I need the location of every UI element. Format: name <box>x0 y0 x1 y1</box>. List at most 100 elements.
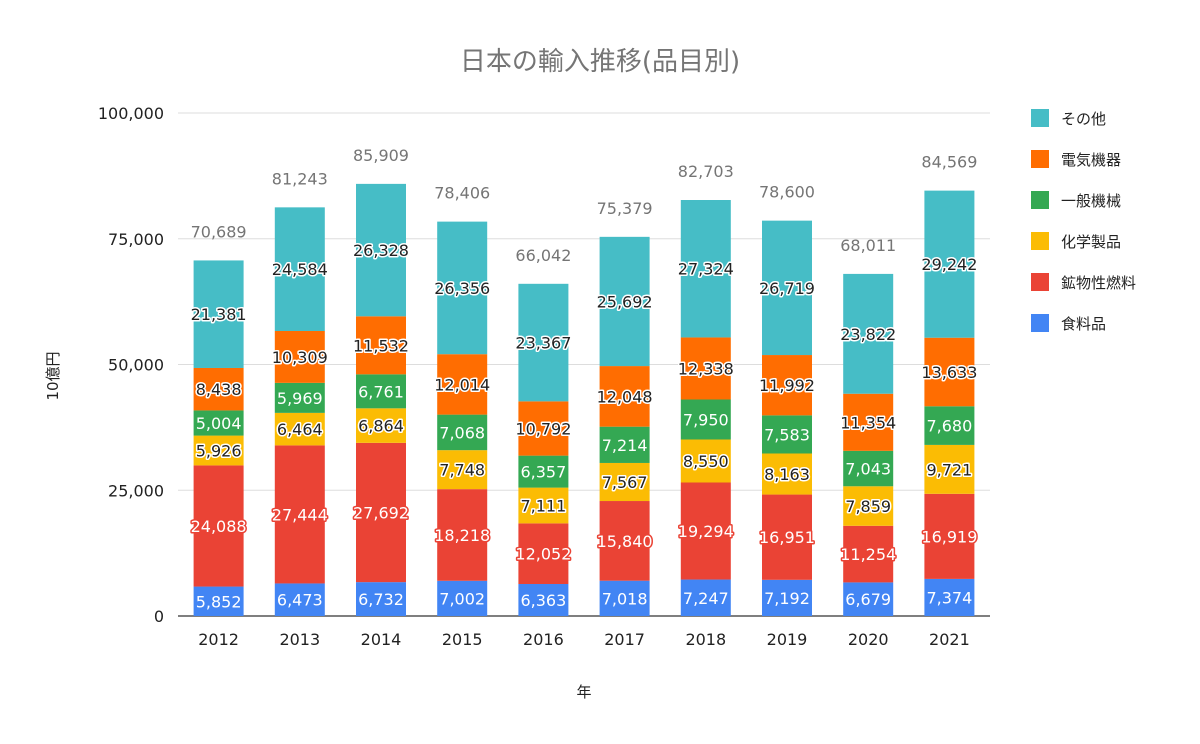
data-label: 6,679 <box>845 590 891 609</box>
data-label: 24,584 <box>272 260 328 279</box>
data-label: 7,247 <box>683 589 729 608</box>
bar-segment <box>274 412 325 446</box>
bar-segment <box>356 374 406 409</box>
bar-stack-2014: 6,732 27,692 6,864 6,761 11,532 26,328 <box>352 183 410 616</box>
data-label: 6,357 <box>520 463 566 482</box>
bar-segment <box>599 462 650 502</box>
bar-segment <box>518 455 569 488</box>
bar-segment <box>437 450 488 490</box>
bar-stack-2017: 7,018 15,840 7,567 7,214 12,048 25,692 <box>595 236 654 616</box>
bar-segment <box>762 494 812 580</box>
total-label: 70,689 <box>191 222 247 241</box>
x-tick-label: 2012 <box>198 630 239 649</box>
data-label: 6,761 <box>358 382 404 401</box>
bar-segment <box>843 393 894 451</box>
bar-segment <box>437 414 488 451</box>
bar-segment <box>680 337 731 400</box>
bar-segment <box>599 501 650 581</box>
legend-item: 一般機械 <box>1031 191 1121 210</box>
bar-segment <box>924 337 975 407</box>
bar-segment <box>599 236 650 367</box>
data-label: 23,367 <box>515 334 571 353</box>
data-label: 7,374 <box>926 588 972 607</box>
bar-segment <box>356 408 406 443</box>
bar-segment <box>518 401 569 456</box>
legend-swatch <box>1031 232 1049 250</box>
bar-segment <box>193 260 244 368</box>
legend-item: 化学製品 <box>1031 232 1121 251</box>
x-tick-label: 2016 <box>523 630 564 649</box>
data-label: 25,692 <box>597 292 653 311</box>
data-label: 12,048 <box>597 387 653 406</box>
legend-label: 鉱物性燃料 <box>1061 274 1136 292</box>
y-tick-label: 50,000 <box>108 356 164 375</box>
data-label: 11,532 <box>353 336 409 355</box>
data-label: 8,163 <box>764 465 810 484</box>
bar-segment <box>843 450 894 487</box>
bar-stack-2013: 6,473 27,444 6,464 5,969 10,309 24,584 <box>270 207 329 616</box>
bar-segment <box>437 221 488 355</box>
data-label: 6,473 <box>277 591 323 610</box>
data-label: 10,309 <box>272 348 328 367</box>
bar-segment <box>762 415 812 454</box>
legend-label: 化学製品 <box>1061 233 1121 251</box>
bar-segment <box>680 439 731 483</box>
legend-swatch <box>1031 150 1049 168</box>
data-label: 7,214 <box>602 436 648 455</box>
data-label: 7,111 <box>520 496 566 515</box>
legend-label: 電気機器 <box>1061 151 1121 169</box>
data-label: 26,328 <box>353 241 409 260</box>
data-label: 8,550 <box>683 452 729 471</box>
legend-swatch <box>1031 273 1049 291</box>
legend-item: 電気機器 <box>1031 150 1121 169</box>
data-label: 5,926 <box>196 441 242 460</box>
bar-stack-2015: 7,002 18,218 7,748 7,068 12,014 26,356 <box>433 221 492 616</box>
total-label: 84,569 <box>921 153 977 172</box>
total-label: 78,406 <box>434 184 490 203</box>
data-label: 9,721 <box>926 460 972 479</box>
data-label: 26,356 <box>434 279 490 298</box>
bar-segment <box>518 283 569 402</box>
y-tick-label: 75,000 <box>108 230 164 249</box>
bar-segment <box>518 583 569 616</box>
x-tick-label: 2017 <box>604 630 645 649</box>
bar-segment <box>356 183 406 317</box>
y-tick-label: 100,000 <box>98 104 164 123</box>
data-label: 13,633 <box>921 363 977 382</box>
bar-stack-2018: 7,247 19,294 8,550 7,950 12,338 27,324 <box>676 200 735 616</box>
legend-swatch <box>1031 191 1049 209</box>
bar-segment <box>924 444 975 494</box>
x-tick-label: 2020 <box>848 630 889 649</box>
bar-segment <box>274 445 325 584</box>
bar-segment <box>843 486 894 526</box>
bar-segment <box>599 580 650 616</box>
data-label: 7,018 <box>602 589 648 608</box>
y-axis-title: 10億円 <box>44 351 62 400</box>
total-labels: 70,689 81,243 85,909 78,406 66,042 75,379 82,7… <box>191 146 978 265</box>
bar-segment <box>843 582 894 616</box>
bar-segment <box>843 273 894 394</box>
data-label: 7,567 <box>602 473 648 492</box>
x-tick-label: 2021 <box>929 630 970 649</box>
bar-segment <box>924 406 975 445</box>
data-label: 7,680 <box>926 417 972 436</box>
bar-segment <box>599 366 650 427</box>
data-label: 29,242 <box>921 255 977 274</box>
x-tick-label: 2018 <box>685 630 726 649</box>
legend-item: その他 <box>1031 109 1106 128</box>
bar-segment <box>193 367 244 411</box>
total-label: 85,909 <box>353 146 409 165</box>
bar-segment <box>193 586 244 616</box>
bar-segment <box>599 426 650 463</box>
x-tick-label: 2014 <box>361 630 402 649</box>
bar-segment <box>274 207 325 332</box>
total-label: 81,243 <box>272 169 328 188</box>
bar-segment <box>518 523 569 584</box>
x-tick-label: 2015 <box>442 630 483 649</box>
data-label: 10,792 <box>515 419 571 438</box>
bar-segment <box>924 190 975 338</box>
data-label: 11,992 <box>759 376 815 395</box>
bar-segment <box>193 410 244 436</box>
data-label: 7,859 <box>845 497 891 516</box>
